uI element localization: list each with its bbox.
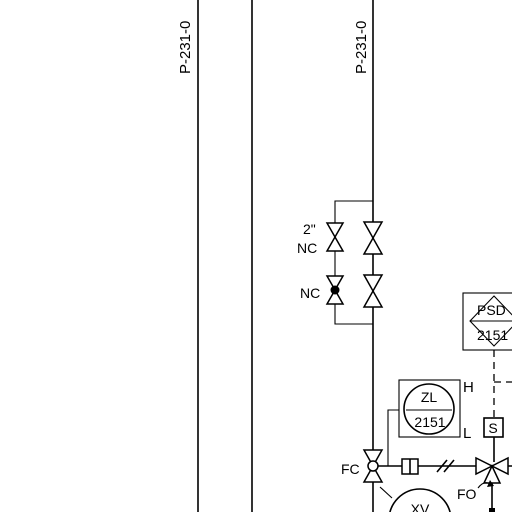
- bypass-valve-lower[interactable]: [325, 275, 345, 305]
- valve-position-label-lower: NC: [300, 285, 320, 301]
- three-way-valve[interactable]: [475, 456, 509, 484]
- zl-instrument-box: [398, 379, 461, 438]
- psd-number: 2151: [477, 327, 508, 343]
- break-mark-1: [436, 459, 448, 473]
- solenoid-label: S: [488, 420, 497, 436]
- zl-high-label: H: [463, 379, 474, 396]
- fc-label: FC: [341, 461, 360, 477]
- zl-instrument-bubble[interactable]: [403, 383, 455, 435]
- psd-instrument-diamond[interactable]: [469, 295, 512, 347]
- zl-function: ZL: [421, 389, 438, 405]
- closed-dot-icon: [330, 285, 340, 295]
- zl-number: 2151: [414, 414, 445, 430]
- fc-control-valve[interactable]: [362, 449, 384, 483]
- xv-connector: [379, 486, 393, 499]
- main-valve-upper[interactable]: [362, 221, 384, 255]
- psd-instrument-box: [462, 292, 512, 351]
- zl-low-label: L: [463, 425, 471, 442]
- bypass-line: [334, 200, 373, 325]
- line-tag-2: P-231-0: [353, 21, 370, 74]
- line-tag-1: P-231-0: [177, 21, 194, 74]
- main-valve-lower[interactable]: [362, 274, 384, 308]
- three-way-valve-foot: [489, 508, 495, 512]
- valve-size-label: 2": [303, 221, 316, 237]
- valve-position-label-upper: NC: [297, 240, 317, 256]
- bypass-valve-upper[interactable]: [325, 222, 345, 252]
- xv-label: XV: [411, 501, 430, 512]
- xv-instrument-bubble[interactable]: [389, 488, 451, 512]
- zl-signal-line: [387, 409, 399, 466]
- break-mark-2: [443, 459, 455, 473]
- fo-label: FO: [457, 486, 477, 502]
- psd-function: PSD: [477, 302, 506, 318]
